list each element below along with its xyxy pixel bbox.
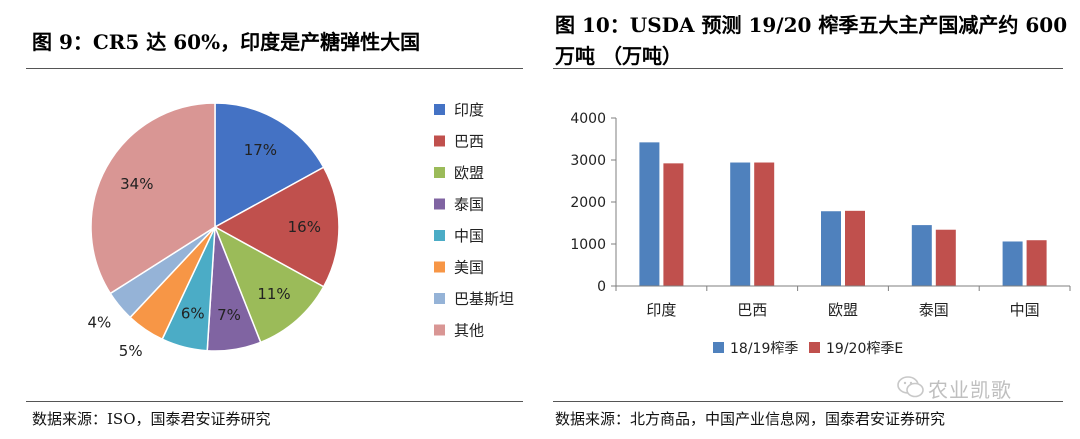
bar-0-3 [911,225,932,286]
bar-y-tick-label: 4000 [570,111,606,127]
right-figure-title-line2: 万吨 （万吨） [555,44,682,68]
bar-legend-swatch [713,342,724,353]
pie-legend-swatch [434,198,445,210]
pie-legend-swatch [434,293,445,304]
bar-y-tick-label: 1000 [570,237,606,253]
pie-data-label: 5% [119,342,143,360]
bar-0-1 [730,162,751,286]
wechat-icon [897,376,924,398]
pie-legend-swatch [434,135,445,147]
pie-legend-label: 其他 [454,322,484,340]
pie-data-label: 7% [217,306,241,324]
right-source-note: 数据来源：北方商品，中国产业信息网，国泰君安证券研究 [555,410,946,428]
bar-x-tick-label: 欧盟 [828,301,858,319]
pie-legend-label: 中国 [454,227,484,245]
left-bottom-rule [26,401,523,402]
right-top-rule [553,68,1063,69]
pie-data-label: 34% [120,175,153,193]
pie-legend-swatch [434,324,445,336]
watermark: 农业凯歌 [896,372,1076,402]
bar-legend-swatch [809,342,820,353]
pie-legend-label: 泰国 [454,196,484,214]
pie-slice-0 [214,102,325,229]
bar-y-tick-label: 3000 [570,153,606,169]
right-figure-title-line1: 图 10：USDA 预测 19/20 榨季五大主产国减产约 600 [555,13,1068,37]
bar-chart: 0 1000 2000 3000 4000 印度 巴西 欧盟 泰国 中国 18/19榨季 19/20… [570,111,1071,357]
bar-1-1 [754,162,775,286]
pie-legend-label: 美国 [454,259,484,277]
pie-slice-1 [213,166,340,288]
pie-legend-swatch [434,230,445,241]
pie-legend-label: 印度 [454,101,484,119]
bar-x-tick-label: 泰国 [919,301,949,319]
bar-y-tick-label: 0 [597,279,606,295]
right-bottom-rule [553,401,1063,402]
pie-data-label: 11% [257,285,290,303]
pie-legend-label: 巴基斯坦 [454,290,514,308]
pie-data-label: 4% [88,314,112,332]
pie-slice-2 [213,225,325,344]
pie-data-label: 6% [181,305,205,323]
bar-0-0 [639,142,660,286]
bar-legend-label: 19/20榨季E [826,340,903,357]
left-figure-title: 图 9：CR5 达 60%，印度是产糖弹性大国 [32,30,421,54]
left-source-note: 数据来源：ISO，国泰君安证券研究 [32,410,271,428]
pie-data-label: 17% [244,141,277,159]
bar-1-2 [845,210,865,286]
pie-data-label: 16% [288,218,321,236]
pie-legend-swatch [434,167,445,178]
bar-x-tick-label: 巴西 [737,301,767,319]
bar-0-4 [1002,241,1023,286]
pie-legend-label: 欧盟 [454,164,484,182]
bar-x-tick-label: 中国 [1010,301,1040,319]
pie-legend-swatch [434,261,445,273]
bar-0-2 [821,211,841,286]
bar-x-tick-label: 印度 [646,301,676,319]
bar-1-4 [1026,240,1047,286]
pie-slice-7 [90,102,216,295]
bar-y-tick-label: 2000 [570,195,606,211]
watermark-text: 农业凯歌 [928,378,1012,402]
pie-legend-label: 巴西 [454,133,484,151]
left-top-rule [26,68,523,69]
bar-1-0 [663,163,684,286]
bar-1-3 [935,229,956,286]
bar-legend-label: 18/19榨季 [730,340,798,357]
pie-legend-swatch [434,104,445,115]
